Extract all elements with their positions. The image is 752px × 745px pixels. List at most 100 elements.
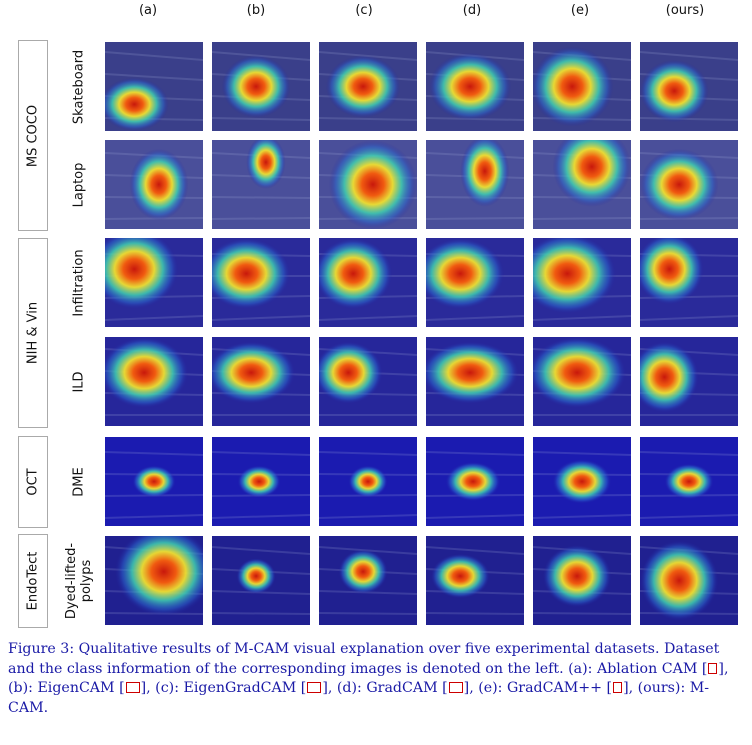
caption-text: ], (e): GradCAM++ [ xyxy=(463,680,613,696)
heatmap-hotspot xyxy=(542,544,612,608)
image-texture xyxy=(212,612,310,615)
heatmap-tile xyxy=(319,238,417,327)
caption-text: ], (ours): M-CAM. xyxy=(8,680,710,716)
heatmap-tile xyxy=(426,536,524,625)
heatmap-image xyxy=(426,42,524,131)
heatmap-hotspot xyxy=(533,46,614,127)
citation-marker[interactable] xyxy=(613,682,623,693)
heatmap-image xyxy=(640,140,738,229)
class-label-skateboard: Skateboard xyxy=(60,42,98,131)
heatmap-hotspot xyxy=(445,461,501,502)
class-label-line: Dyed-lifted- xyxy=(64,542,79,619)
image-texture xyxy=(105,315,203,321)
image-texture xyxy=(105,514,203,519)
image-texture xyxy=(533,217,631,220)
image-texture xyxy=(212,514,310,519)
heatmap-hotspot xyxy=(132,465,176,498)
citation-marker[interactable] xyxy=(125,682,140,693)
heatmap-hotspot xyxy=(105,238,179,310)
image-texture xyxy=(640,51,738,61)
heatmap-tile xyxy=(426,238,524,327)
image-texture xyxy=(212,451,310,456)
heatmap-image xyxy=(533,437,631,526)
class-label-text: Laptop xyxy=(71,162,87,207)
dataset-box-ms-coco: MS COCO xyxy=(18,40,48,231)
heatmap-tile xyxy=(319,140,417,229)
class-label-infiltration: Infiltration xyxy=(60,238,98,327)
class-label-text: Infiltration xyxy=(71,248,87,317)
figure-caption: Figure 3: Qualitative results of M-CAM v… xyxy=(8,640,746,718)
heatmap-image xyxy=(319,140,417,229)
heatmap-tile xyxy=(640,238,738,327)
caption-text: Figure 3: Qualitative results of M-CAM v… xyxy=(8,641,720,677)
heatmap-tile xyxy=(640,536,738,625)
heatmap-image xyxy=(212,42,310,131)
dataset-label: OCT xyxy=(25,468,41,496)
citation-marker[interactable] xyxy=(307,682,322,693)
heatmap-image xyxy=(212,437,310,526)
heatmap-hotspot xyxy=(338,549,388,594)
heatmap-hotspot xyxy=(428,52,512,121)
heatmap-image xyxy=(319,536,417,625)
heatmap-tile xyxy=(105,140,203,229)
heatmap-image xyxy=(426,238,524,327)
heatmap-image xyxy=(533,337,631,426)
column-header-e: (e) xyxy=(570,3,590,18)
heatmap-hotspot xyxy=(533,238,617,314)
image-texture xyxy=(640,315,738,321)
heatmap-image xyxy=(426,536,524,625)
heatmap-image xyxy=(212,238,310,327)
citation-marker[interactable] xyxy=(448,682,463,693)
class-label-line: polyps xyxy=(79,559,94,602)
heatmap-hotspot xyxy=(640,59,709,123)
heatmap-tile xyxy=(426,437,524,526)
column-header-b: (b) xyxy=(246,3,266,18)
heatmap-hotspot xyxy=(426,238,505,310)
heatmap-image xyxy=(105,140,203,229)
dataset-box-oct: OCT xyxy=(18,436,48,528)
image-texture xyxy=(533,612,631,615)
image-texture xyxy=(319,315,417,321)
image-texture xyxy=(426,612,524,615)
citation-marker[interactable] xyxy=(708,662,718,674)
heatmap-hotspot xyxy=(212,341,296,404)
heatmap-tile xyxy=(105,42,203,131)
image-texture xyxy=(105,51,203,61)
heatmap-image xyxy=(426,140,524,229)
heatmap-image xyxy=(640,437,738,526)
heatmap-tile xyxy=(533,337,631,426)
class-label-text: Dyed-lifted- polyps xyxy=(64,542,94,618)
heatmap-image xyxy=(533,140,631,229)
heatmap-tile xyxy=(105,238,203,327)
column-header-a: (a) xyxy=(138,3,158,18)
image-texture xyxy=(640,451,738,456)
heatmap-image xyxy=(212,536,310,625)
heatmap-tile xyxy=(319,337,417,426)
heatmap-image xyxy=(105,42,203,131)
heatmap-hotspot xyxy=(246,140,286,189)
heatmap-tile xyxy=(212,42,310,131)
heatmap-hotspot xyxy=(552,459,612,504)
heatmap-tile xyxy=(533,536,631,625)
image-texture xyxy=(533,451,631,456)
heatmap-tile xyxy=(426,337,524,426)
heatmap-tile xyxy=(212,437,310,526)
heatmap-hotspot xyxy=(114,536,203,617)
heatmap-image xyxy=(319,337,417,426)
heatmap-tile xyxy=(319,42,417,131)
heatmap-tile xyxy=(105,337,203,426)
heatmap-image xyxy=(640,337,738,426)
figure: (a) (b) (c) (d) (e) (ours) MS COCO NIH &… xyxy=(18,3,738,628)
heatmap-image xyxy=(319,42,417,131)
heatmap-hotspot xyxy=(460,140,510,207)
class-label-text: DME xyxy=(71,466,87,497)
heatmap-hotspot xyxy=(237,465,281,498)
heatmap-hotspot xyxy=(319,238,393,310)
dataset-label: NIH & Vin xyxy=(25,301,41,365)
image-texture xyxy=(212,117,310,121)
heatmap-hotspot xyxy=(236,558,276,594)
column-header-c: (c) xyxy=(355,3,373,18)
image-texture xyxy=(533,315,631,321)
heatmap-tile xyxy=(640,337,738,426)
caption-text: ], (d): GradCAM [ xyxy=(322,680,448,696)
